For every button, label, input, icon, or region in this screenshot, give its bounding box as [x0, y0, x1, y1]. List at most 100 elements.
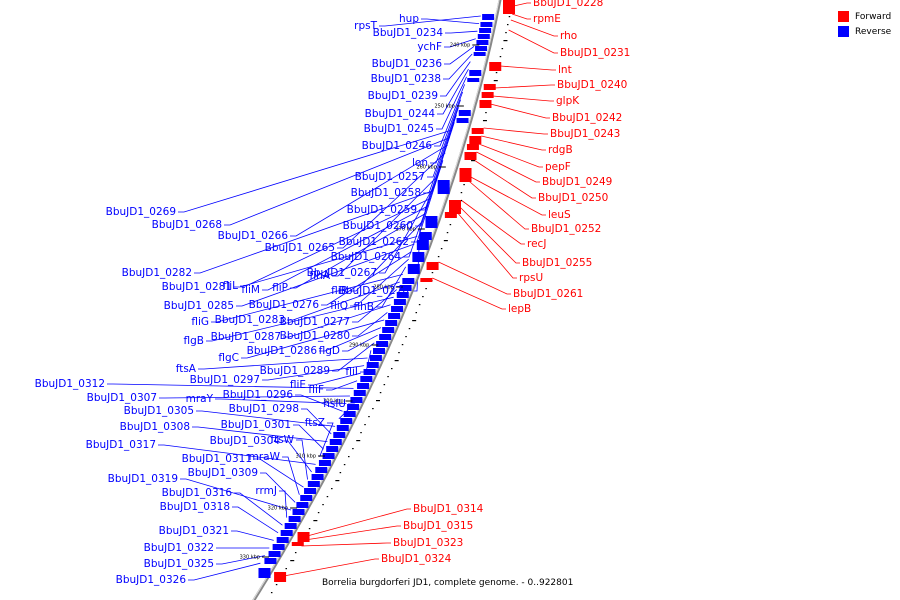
reverse-gene-label[interactable]: BbuJD1_0289	[260, 365, 330, 377]
forward-gene-label[interactable]: BbuJD1_0261	[513, 288, 583, 300]
reverse-gene-label[interactable]: flgC	[218, 352, 239, 364]
forward-gene-label[interactable]: leuS	[548, 209, 571, 221]
forward-gene-label[interactable]: BbuJD1_0323	[393, 537, 463, 549]
forward-gene-label[interactable]: BbuJD1_0242	[552, 112, 622, 124]
forward-gene-label[interactable]: BbuJD1_0250	[538, 192, 608, 204]
reverse-gene-label[interactable]: ftsA	[176, 363, 197, 375]
reverse-gene-label[interactable]: fliI	[345, 366, 358, 378]
forward-gene-label[interactable]: BbuJD1_0314	[413, 503, 484, 515]
reverse-gene-label[interactable]: BbuJD1_0282	[122, 267, 192, 279]
reverse-gene-label[interactable]: BbuJD1_0265	[265, 242, 335, 254]
reverse-gene-label[interactable]: BbuJD1_0245	[364, 123, 434, 135]
reverse-gene-label[interactable]: flhB	[354, 301, 374, 313]
reverse-gene-label[interactable]: BbuJD1_0258	[351, 187, 421, 199]
reverse-gene-label[interactable]: BbuJD1_0301	[221, 419, 291, 431]
reverse-gene-label[interactable]: BbuJD1_0308	[120, 421, 190, 433]
reverse-gene-label[interactable]: BbuJD1_0244	[365, 108, 436, 120]
forward-gene-label[interactable]: rdgB	[548, 144, 573, 156]
reverse-gene-label[interactable]: BbuJD1_0281	[162, 281, 232, 293]
reverse-gene-label[interactable]: BbuJD1_0296	[223, 389, 294, 401]
reverse-gene-label[interactable]: BbuJD1_0304	[210, 435, 281, 447]
forward-gene-label[interactable]: BbuJD1_0255	[522, 257, 592, 269]
forward-gene-label[interactable]: rpmE	[533, 13, 561, 25]
forward-gene-label[interactable]: BbuJD1_0315	[403, 520, 473, 532]
reverse-gene-label[interactable]: hslU	[323, 398, 346, 410]
reverse-gene-label[interactable]: fliM	[241, 284, 260, 296]
forward-gene-label[interactable]: BbuJD1_0243	[550, 128, 620, 140]
forward-leader-line	[492, 95, 554, 102]
reverse-gene-label[interactable]: BbuJD1_0316	[162, 487, 233, 499]
reverse-gene-label[interactable]: BbuJD1_0325	[144, 558, 214, 570]
forward-gene-label[interactable]: lnt	[558, 64, 572, 76]
reverse-gene-label[interactable]: BbuJD1_0287	[211, 331, 281, 343]
reverse-gene-label[interactable]: BbuJD1_0260	[343, 220, 413, 232]
reverse-gene-label[interactable]: fliE	[290, 379, 306, 391]
reverse-gene-label[interactable]: ftsZ	[305, 417, 325, 429]
reverse-gene-label[interactable]: mraW	[249, 451, 281, 463]
forward-gene-label[interactable]: BbuJD1_0249	[542, 176, 612, 188]
reverse-gene-label[interactable]: BbuJD1_0276	[249, 299, 320, 311]
forward-gene-label[interactable]: glpK	[556, 95, 580, 107]
reverse-gene-label[interactable]: BbuJD1_0326	[116, 574, 187, 586]
reverse-gene-label[interactable]: BbuJD1_0319	[108, 473, 178, 485]
reverse-gene-label[interactable]: BbuJD1_0286	[247, 345, 318, 357]
forward-gene-label[interactable]: BbuJD1_0324	[381, 553, 452, 565]
reverse-gene-label[interactable]: BbuJD1_0236	[372, 58, 443, 70]
reverse-gene-label[interactable]: BbuJD1_0234	[373, 27, 444, 39]
reverse-gene-label[interactable]: fliR	[331, 285, 348, 297]
reverse-gene-label[interactable]: BbuJD1_0283	[215, 314, 285, 326]
reverse-gene-label[interactable]: flgD	[319, 345, 340, 357]
forward-gene-label[interactable]: BbuJD1_0231	[560, 47, 630, 59]
reverse-gene-label[interactable]: BbuJD1_0309	[188, 467, 258, 479]
forward-gene-label[interactable]: BbuJD1_0252	[531, 223, 601, 235]
forward-gene-label[interactable]: BbuJD1_0228	[533, 0, 603, 9]
reverse-gene-label[interactable]: BbuJD1_0307	[87, 392, 157, 404]
reverse-gene-label[interactable]: hup	[399, 13, 419, 25]
reverse-gene-label[interactable]: BbuJD1_0277	[280, 316, 350, 328]
reverse-gene-label[interactable]: BbuJD1_0257	[355, 171, 425, 183]
reverse-gene-label[interactable]: BbuJD1_0246	[362, 140, 433, 152]
reverse-gene-label[interactable]: BbuJD1_0322	[144, 542, 214, 554]
reverse-gene-label[interactable]: BbuJD1_0312	[35, 378, 105, 390]
reverse-gene-label[interactable]: fliG	[191, 316, 209, 328]
reverse-gene-label[interactable]: BbuJD1_0268	[152, 219, 222, 231]
reverse-gene-label[interactable]: BbuJD1_0311	[182, 453, 252, 465]
reverse-gene-label[interactable]: fliL	[223, 280, 239, 292]
reverse-gene-label[interactable]: BbuJD1_0238	[371, 73, 441, 85]
reverse-gene-label[interactable]: ftsW	[271, 434, 295, 446]
forward-gene-label[interactable]: BbuJD1_0240	[557, 79, 627, 91]
forward-gene-label[interactable]: pepF	[545, 161, 571, 173]
forward-gene-label[interactable]: lepB	[508, 303, 531, 315]
reverse-gene-label[interactable]: fliP	[272, 282, 288, 294]
reverse-gene-label[interactable]: BbuJD1_0280	[280, 330, 350, 342]
reverse-gene-label[interactable]: BbuJD1_0267	[307, 267, 377, 279]
reverse-gene-label[interactable]: rrmJ	[255, 485, 277, 497]
reverse-gene-label[interactable]: fliQ	[330, 300, 348, 312]
scale-tick-label: 250 kbp	[434, 104, 454, 110]
reverse-gene-label[interactable]: fliF	[308, 384, 324, 396]
reverse-gene-label[interactable]: BbuJD1_0305	[124, 405, 194, 417]
reverse-gene-label[interactable]: flhA	[310, 270, 331, 282]
reverse-gene-label[interactable]: BbuJD1_0259	[347, 204, 417, 216]
reverse-gene-label[interactable]: flgB	[184, 335, 204, 347]
reverse-gene-label[interactable]: BbuJD1_0318	[160, 501, 230, 513]
reverse-gene-label[interactable]: BbuJD1_0239	[368, 90, 438, 102]
reverse-gene-label[interactable]: BbuJD1_0270	[339, 285, 409, 297]
reverse-gene-label[interactable]: BbuJD1_0262	[339, 236, 409, 248]
reverse-gene-label[interactable]: BbuJD1_0266	[218, 230, 289, 242]
reverse-gene-label[interactable]: BbuJD1_0269	[106, 206, 176, 218]
reverse-gene-label[interactable]: BbuJD1_0321	[159, 525, 229, 537]
reverse-gene-label[interactable]: mraY	[186, 393, 214, 405]
forward-gene-label[interactable]: recJ	[527, 238, 546, 250]
minor-tick	[446, 232, 449, 234]
reverse-gene-label[interactable]: BbuJD1_0317	[86, 439, 156, 451]
reverse-gene-label[interactable]: ychF	[417, 41, 442, 53]
reverse-gene-label[interactable]: BbuJD1_0297	[190, 374, 260, 386]
reverse-gene-label[interactable]: BbuJD1_0285	[164, 300, 234, 312]
forward-gene-label[interactable]: rpsU	[519, 272, 543, 284]
reverse-gene-label[interactable]: BbuJD1_0298	[229, 403, 299, 415]
reverse-gene-label[interactable]: lon	[412, 157, 428, 169]
forward-gene-label[interactable]: rho	[560, 30, 577, 42]
reverse-gene-label[interactable]: BbuJD1_0264	[331, 251, 402, 263]
reverse-gene-label[interactable]: rpsT	[354, 20, 377, 32]
